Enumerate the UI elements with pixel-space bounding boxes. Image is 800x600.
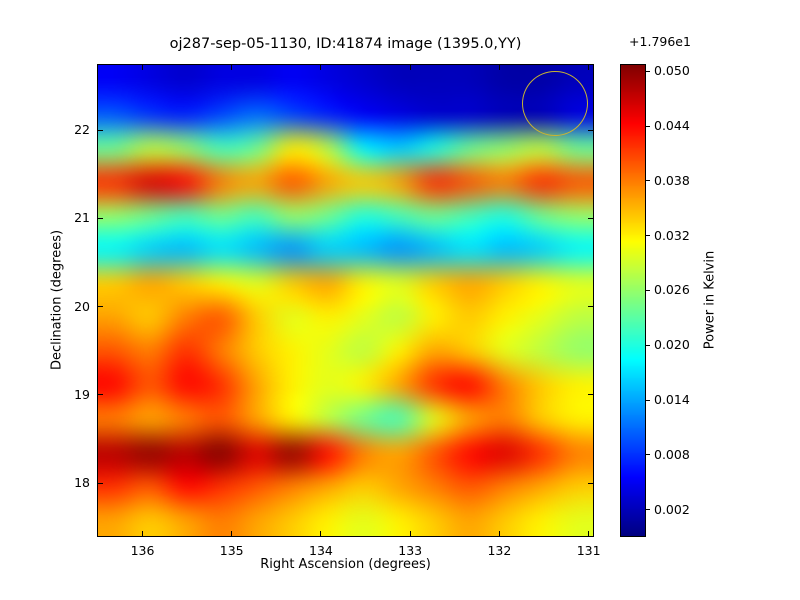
colorbar-tick-mark bbox=[646, 70, 650, 72]
y-tick-label: 20 bbox=[74, 298, 90, 314]
x-tick-mark bbox=[320, 65, 322, 70]
colorbar-tick-label: 0.020 bbox=[654, 337, 690, 353]
y-tick-mark bbox=[98, 394, 103, 396]
colorbar-tick-mark bbox=[646, 344, 650, 346]
x-tick-mark bbox=[409, 65, 411, 70]
figure-title: oj287-sep-05-1130, ID:41874 image (1395.… bbox=[169, 36, 522, 52]
x-tick-label: 135 bbox=[219, 543, 244, 558]
x-tick-mark bbox=[588, 531, 590, 536]
x-tick-mark bbox=[142, 531, 143, 536]
x-tick-mark bbox=[498, 65, 500, 70]
x-tick-mark bbox=[409, 531, 411, 536]
x-tick-mark bbox=[142, 65, 143, 70]
colorbar-tick-label: 0.032 bbox=[654, 227, 690, 243]
y-tick-mark bbox=[588, 129, 593, 131]
y-tick-mark bbox=[98, 306, 103, 308]
colorbar-tick-label: 0.002 bbox=[654, 501, 690, 517]
x-tick-label: 132 bbox=[487, 543, 512, 558]
colorbar-tick-mark bbox=[646, 509, 650, 511]
heatmap-canvas bbox=[97, 64, 594, 537]
y-tick-mark bbox=[588, 482, 593, 484]
y-tick-mark bbox=[98, 482, 103, 484]
colorbar-tick-label: 0.008 bbox=[654, 446, 690, 462]
y-tick-label: 19 bbox=[74, 386, 90, 402]
x-axis-label: Right Ascension (degrees) bbox=[260, 557, 431, 572]
colorbar-tick-label: 0.044 bbox=[654, 118, 690, 134]
x-tick-label: 131 bbox=[576, 543, 601, 558]
colorbar-canvas bbox=[620, 64, 646, 537]
colorbar-tick-mark bbox=[646, 399, 650, 401]
colorbar-tick-label: 0.050 bbox=[654, 63, 690, 79]
y-tick-mark bbox=[588, 217, 593, 219]
x-tick-mark bbox=[320, 531, 322, 536]
y-tick-mark bbox=[588, 306, 593, 308]
colorbar-tick-label: 0.026 bbox=[654, 282, 690, 298]
y-tick-mark bbox=[98, 217, 103, 219]
x-tick-mark bbox=[498, 531, 500, 536]
colorbar-tick-mark bbox=[646, 180, 650, 182]
colorbar-label: Power in Kelvin bbox=[702, 250, 718, 350]
colorbar-tick-mark bbox=[646, 454, 650, 456]
colorbar-offset-text: +1.796e1 bbox=[629, 34, 691, 49]
y-tick-mark bbox=[98, 129, 103, 131]
colorbar-tick-mark bbox=[646, 289, 650, 291]
colorbar-tick-label: 0.038 bbox=[654, 172, 690, 188]
x-tick-label: 133 bbox=[398, 543, 423, 558]
x-tick-label: 134 bbox=[309, 543, 333, 558]
colorbar-tick-mark bbox=[646, 125, 650, 127]
y-tick-label: 18 bbox=[74, 475, 90, 491]
x-tick-label: 136 bbox=[130, 543, 155, 558]
y-tick-mark bbox=[588, 394, 593, 396]
colorbar-tick-mark bbox=[646, 235, 650, 237]
x-tick-mark bbox=[588, 65, 590, 70]
y-tick-label: 22 bbox=[74, 122, 90, 138]
x-tick-mark bbox=[231, 531, 233, 536]
y-tick-label: 21 bbox=[74, 210, 90, 226]
x-tick-mark bbox=[231, 65, 233, 70]
colorbar-tick-label: 0.014 bbox=[654, 392, 690, 408]
